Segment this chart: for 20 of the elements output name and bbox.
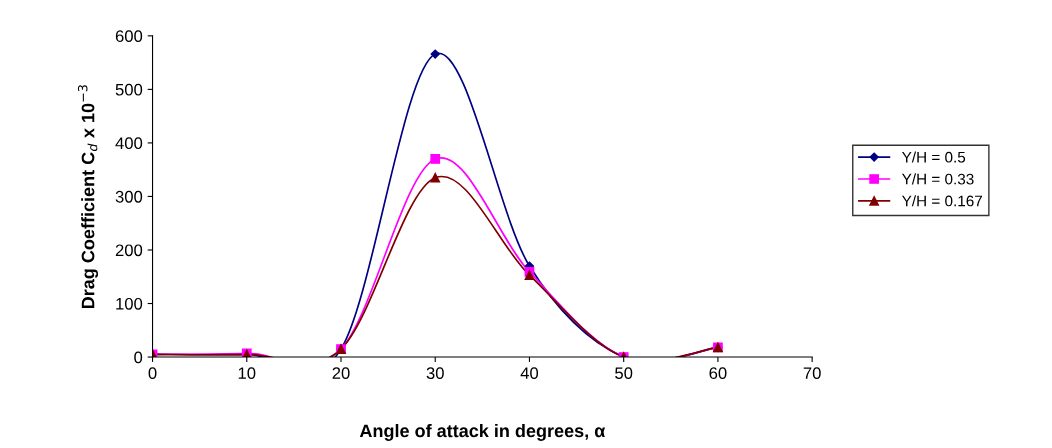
y-tick-label: 600 [115, 30, 143, 43]
x-tick-label: 30 [426, 367, 444, 380]
x-tick-label: 0 [148, 367, 157, 380]
x-tick-label: 10 [238, 367, 256, 380]
x-tick-label: 60 [709, 367, 727, 380]
y-tick-label: 200 [115, 244, 143, 257]
legend-label: Y/H = 0.33 [901, 173, 974, 185]
x-tick-label: 70 [803, 367, 821, 380]
x-tick-label: 40 [520, 367, 539, 380]
y-tick-label: 0 [134, 351, 143, 364]
y-tick-label: 400 [115, 137, 143, 150]
y-tick-label: 100 [116, 297, 143, 310]
x-tick-label: 20 [332, 367, 350, 380]
y-axis-title: Drag Coefficient C$_{d}$ x 10$^{−3}$ [77, 85, 99, 309]
legend-label: Y/H = 0.167 [901, 195, 982, 207]
legend-label: Y/H = 0.5 [901, 151, 966, 163]
y-tick-label: 300 [115, 190, 143, 203]
x-axis-title: Angle of attack in degrees, α [359, 423, 606, 441]
y-tick-label: 500 [115, 83, 143, 96]
x-tick-label: 50 [615, 367, 633, 380]
